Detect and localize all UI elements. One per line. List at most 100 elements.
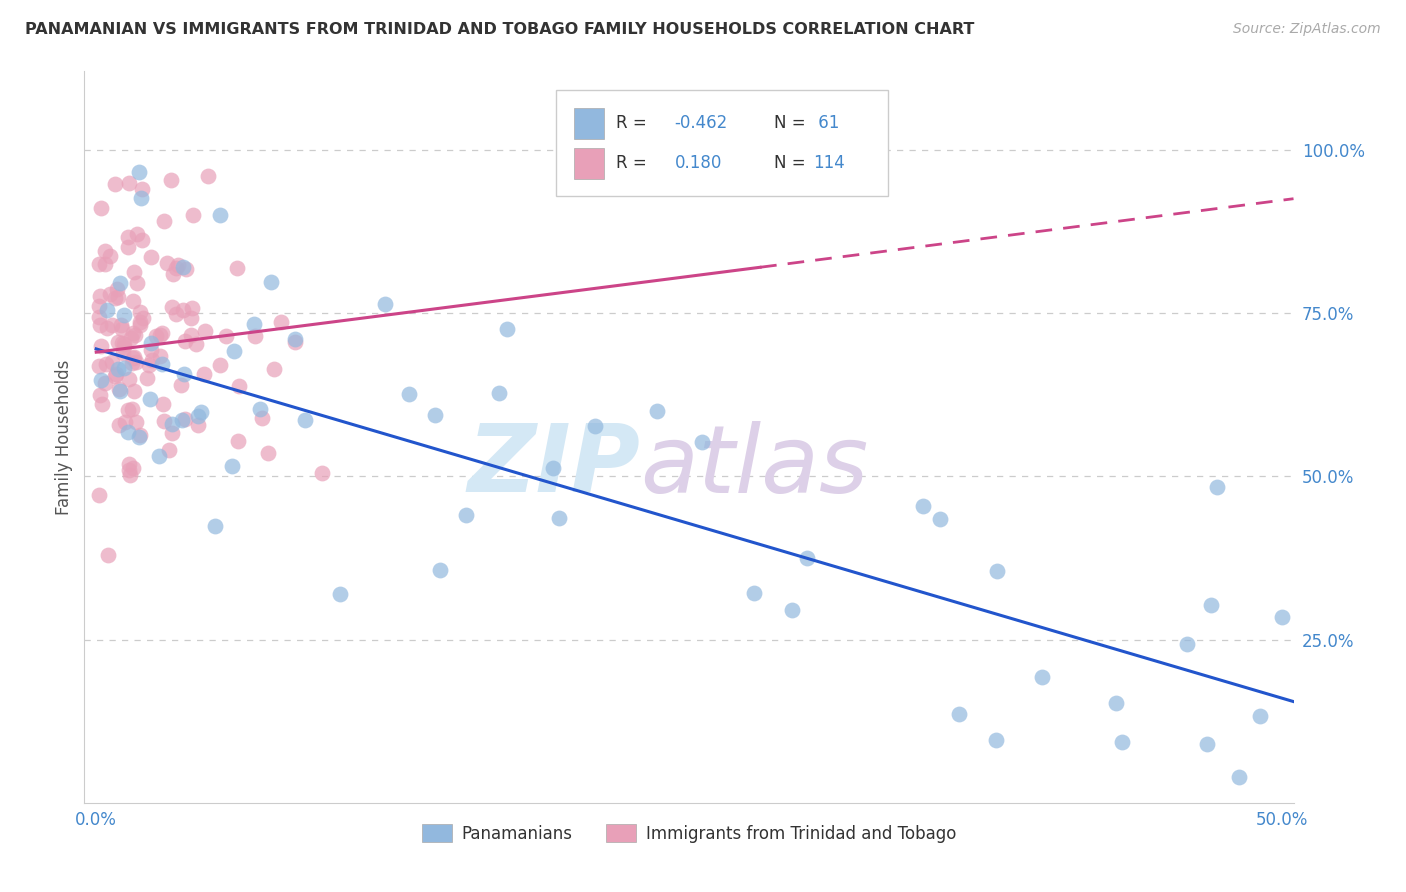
Point xyxy=(329,587,352,601)
Point xyxy=(149,327,172,342)
Point xyxy=(139,250,162,264)
Point xyxy=(96,302,118,317)
Point xyxy=(100,287,122,301)
Point xyxy=(744,586,766,600)
Point xyxy=(97,549,120,563)
Point xyxy=(1249,709,1271,723)
Point xyxy=(117,425,139,439)
Point xyxy=(180,327,202,342)
Point xyxy=(690,434,713,449)
Text: R =: R = xyxy=(616,153,652,172)
Point xyxy=(112,346,135,360)
Point xyxy=(139,343,162,357)
Point xyxy=(225,261,247,276)
Point xyxy=(110,276,132,290)
Point xyxy=(148,450,170,464)
Legend: Panamanians, Immigrants from Trinidad and Tobago: Panamanians, Immigrants from Trinidad an… xyxy=(415,817,963,849)
Point xyxy=(112,360,135,375)
Point xyxy=(187,409,209,423)
Point xyxy=(166,307,188,321)
Point xyxy=(135,371,157,385)
Point xyxy=(284,332,307,346)
Point xyxy=(172,413,194,427)
Point xyxy=(270,315,292,329)
Bar xyxy=(574,108,605,138)
Point xyxy=(107,362,129,376)
Point xyxy=(214,328,236,343)
Point xyxy=(228,378,250,392)
Point xyxy=(911,500,934,514)
Point xyxy=(138,359,160,373)
Point xyxy=(118,371,141,385)
Point xyxy=(112,308,135,322)
Point xyxy=(129,315,152,329)
Point xyxy=(128,430,150,444)
Point xyxy=(111,336,134,351)
Point xyxy=(1111,735,1133,749)
Point xyxy=(89,289,111,303)
Text: PANAMANIAN VS IMMIGRANTS FROM TRINIDAD AND TOBAGO FAMILY HOUSEHOLDS CORRELATION : PANAMANIAN VS IMMIGRANTS FROM TRINIDAD A… xyxy=(25,22,974,37)
Point xyxy=(1105,696,1128,710)
Point xyxy=(174,262,197,277)
Point xyxy=(311,466,333,480)
Point xyxy=(423,409,446,423)
Text: Source: ZipAtlas.com: Source: ZipAtlas.com xyxy=(1233,22,1381,37)
Point xyxy=(118,463,141,477)
Point xyxy=(129,304,152,318)
Point xyxy=(190,405,212,419)
Point xyxy=(224,343,246,358)
Text: 114: 114 xyxy=(814,153,845,172)
Point xyxy=(107,290,129,304)
Point xyxy=(984,733,1007,747)
Point xyxy=(1227,770,1250,784)
Point xyxy=(167,259,190,273)
Point xyxy=(89,388,111,402)
Text: R =: R = xyxy=(616,113,652,131)
Y-axis label: Family Households: Family Households xyxy=(55,359,73,515)
Point xyxy=(204,518,226,533)
Point xyxy=(187,417,209,432)
Point xyxy=(194,324,217,338)
Point xyxy=(105,282,128,296)
Point xyxy=(89,318,111,333)
Point xyxy=(193,367,215,381)
Point xyxy=(796,551,818,566)
Point xyxy=(124,328,146,343)
Point xyxy=(156,256,179,270)
Point xyxy=(1199,598,1222,612)
Point xyxy=(91,397,114,411)
Point xyxy=(165,260,187,275)
Point xyxy=(645,403,668,417)
Text: 61: 61 xyxy=(814,113,839,131)
Point xyxy=(98,249,121,263)
Point xyxy=(152,397,174,411)
Point xyxy=(87,488,110,502)
Point xyxy=(150,326,173,341)
Point xyxy=(986,564,1008,578)
Point xyxy=(120,467,142,482)
Point xyxy=(112,336,135,351)
Point xyxy=(94,357,117,371)
Point xyxy=(374,297,396,311)
Point xyxy=(173,334,195,348)
Point xyxy=(180,311,202,326)
Point xyxy=(260,275,283,289)
Point xyxy=(87,359,110,373)
Point xyxy=(249,401,271,416)
Point xyxy=(174,412,197,426)
Point xyxy=(454,508,477,523)
Point xyxy=(145,329,167,343)
Point xyxy=(159,443,181,458)
Point xyxy=(398,387,420,401)
Point xyxy=(948,706,970,721)
Point xyxy=(124,265,146,279)
Point xyxy=(1031,670,1053,684)
Point xyxy=(125,354,148,368)
Point xyxy=(243,318,266,332)
Point xyxy=(132,311,155,326)
Point xyxy=(131,233,153,247)
Point xyxy=(495,322,517,336)
Point xyxy=(129,427,152,442)
Point xyxy=(228,434,250,449)
Point xyxy=(294,412,316,426)
